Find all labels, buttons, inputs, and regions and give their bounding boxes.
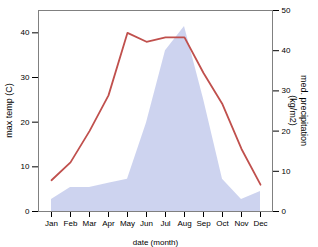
svg-text:40: 40	[282, 46, 291, 55]
svg-text:40: 40	[21, 28, 30, 37]
svg-text:10: 10	[282, 167, 291, 176]
svg-text:Nov: Nov	[234, 219, 248, 228]
svg-text:Feb: Feb	[64, 219, 78, 228]
svg-text:Sep: Sep	[196, 219, 211, 228]
svg-text:0: 0	[25, 207, 30, 216]
svg-text:Aug: Aug	[177, 219, 191, 228]
svg-text:10: 10	[21, 162, 30, 171]
svg-text:Jul: Jul	[160, 219, 170, 228]
svg-text:May: May	[120, 219, 135, 228]
svg-text:Dec: Dec	[253, 219, 267, 228]
svg-text:Mar: Mar	[83, 219, 97, 228]
svg-text:0: 0	[282, 207, 287, 216]
svg-text:20: 20	[282, 127, 291, 136]
svg-text:Oct: Oct	[216, 219, 229, 228]
svg-text:50: 50	[282, 6, 291, 15]
svg-text:Jun: Jun	[140, 219, 153, 228]
svg-text:30: 30	[282, 86, 291, 95]
svg-text:Jan: Jan	[45, 219, 58, 228]
svg-text:date (month): date (month)	[133, 238, 179, 247]
svg-text:max temp (C): max temp (C)	[4, 83, 14, 138]
svg-text:20: 20	[21, 118, 30, 127]
svg-text:med. precipitation(kg/m2): med. precipitation(kg/m2)	[288, 75, 309, 146]
svg-text:Apr: Apr	[102, 219, 115, 228]
svg-text:30: 30	[21, 73, 30, 82]
